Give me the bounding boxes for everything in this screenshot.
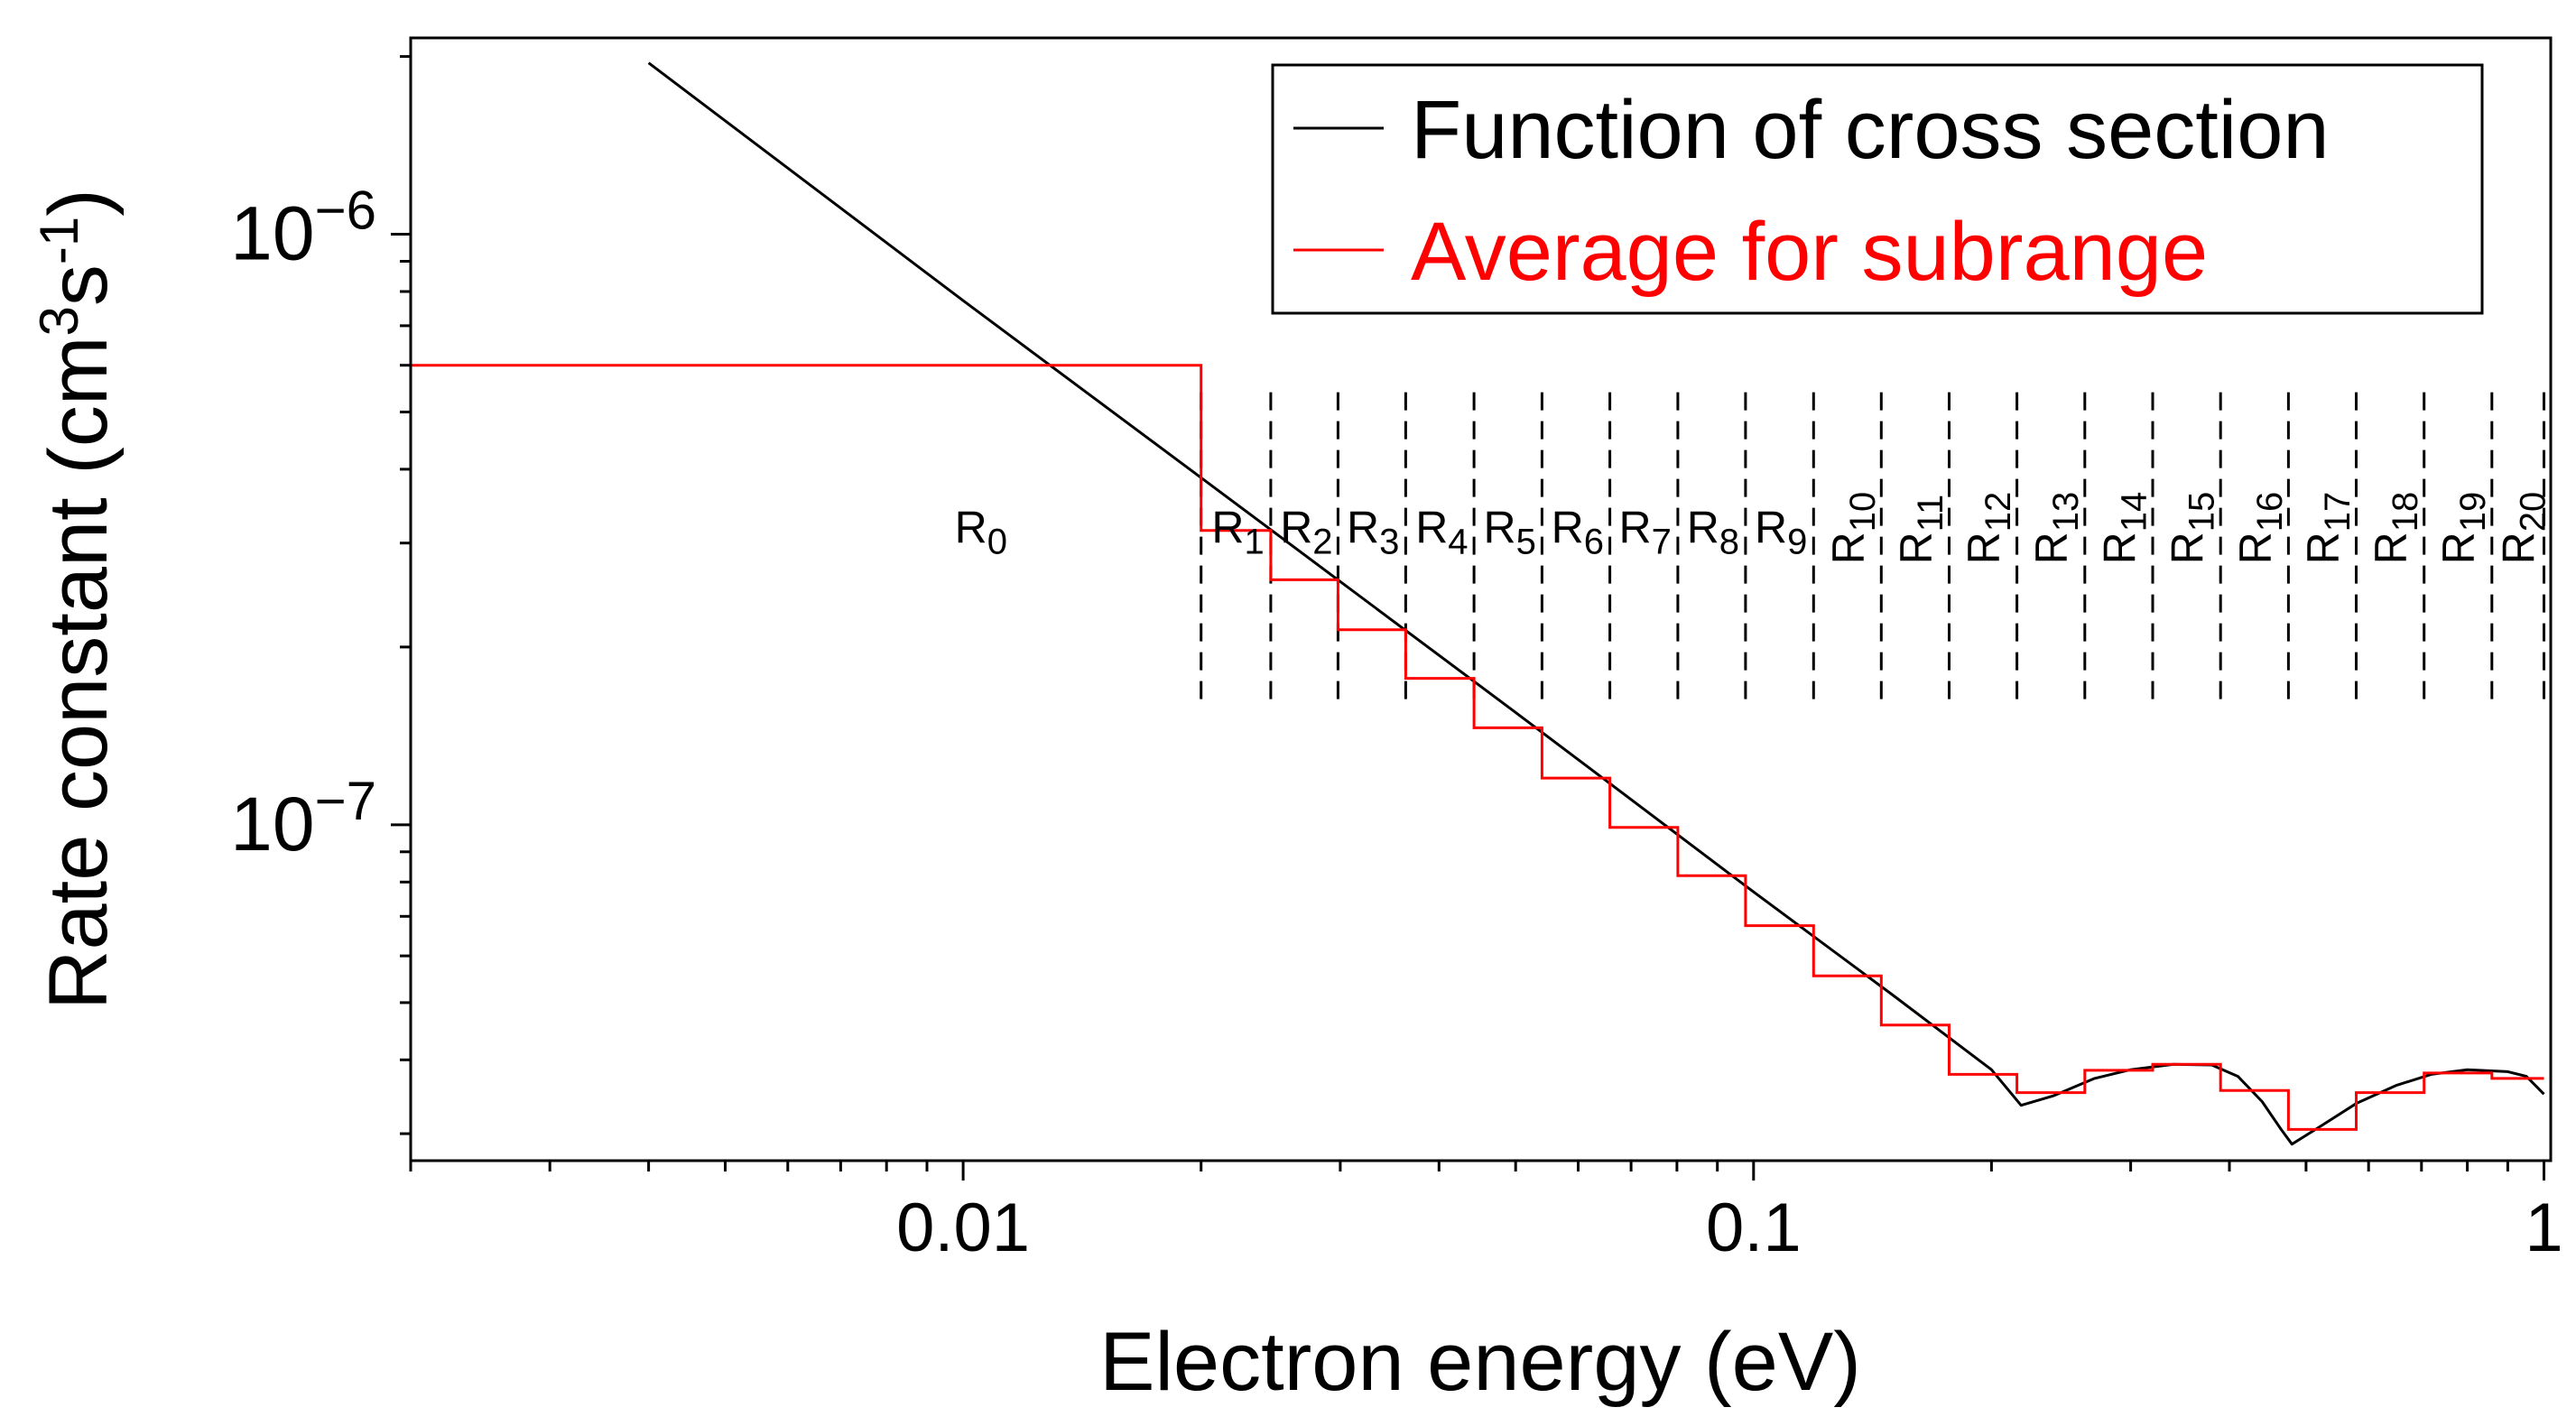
- region-label-base: R: [2366, 532, 2416, 564]
- region-label: R3: [1347, 502, 1399, 561]
- x-tick-label: 0.1: [1706, 1190, 1802, 1266]
- region-label-sub: 18: [2386, 492, 2425, 532]
- region-label-base: R: [1484, 502, 1516, 552]
- series-line-average: [411, 364, 2544, 1131]
- region-label: R5: [1484, 502, 1536, 561]
- region-label-sub: 15: [2182, 492, 2222, 532]
- region-label-sub: 12: [1978, 492, 2018, 532]
- region-label-base: R: [1823, 532, 1874, 564]
- region-label: R9: [1755, 502, 1807, 561]
- region-label-base: R: [1211, 502, 1244, 552]
- y-tick-label: 10−7: [230, 771, 376, 866]
- region-label-sub: 20: [2514, 492, 2553, 532]
- y-tick-label-base: 10: [230, 782, 314, 866]
- legend: Function of cross section Average for su…: [1271, 63, 2484, 315]
- y-axis-title-sup1: 3: [29, 306, 89, 336]
- x-tick-label: 1: [2525, 1190, 2562, 1266]
- region-label-base: R: [2094, 532, 2145, 564]
- region-label: R4: [1415, 502, 1468, 561]
- region-label: R1: [1211, 502, 1264, 561]
- region-label-sub: 11: [1911, 495, 1951, 532]
- region-label-sub: 3: [1379, 522, 1399, 561]
- region-label-sub: 2: [1312, 522, 1332, 561]
- region-label-base: R: [1687, 502, 1719, 552]
- y-axis-title-suffix: ): [32, 189, 125, 217]
- y-axis-title-sup2: -1: [29, 217, 89, 264]
- region-label: R11: [1891, 495, 1951, 565]
- region-label-sub: 8: [1719, 522, 1739, 561]
- region-label: R6: [1552, 502, 1604, 561]
- region-label-sub: 4: [1448, 522, 1468, 561]
- plot-layer: R0 R1 R2 R3 R4 R5 R6 R7 R8 R9 R10R11R12R13R14R15R1…: [411, 61, 2553, 1146]
- y-tick-label-base: 10: [230, 191, 314, 276]
- region-label: R0: [955, 502, 1007, 561]
- region-label-sub: 10: [1843, 492, 1883, 532]
- region-label: R10: [1823, 492, 1883, 565]
- region-label-sub: 9: [1787, 522, 1807, 561]
- region-label-base: R: [1280, 502, 1312, 552]
- region-label-sub: 0: [987, 522, 1007, 561]
- region-label: R17: [2298, 492, 2358, 565]
- region-label: R15: [2163, 492, 2222, 565]
- region-label-sub: 14: [2114, 492, 2154, 532]
- x-axis-title: Electron energy (eV): [1099, 1316, 1861, 1408]
- legend-box: [1271, 63, 2484, 315]
- region-label-base: R: [955, 502, 987, 552]
- y-tick-label-exp: −7: [315, 771, 376, 831]
- region-label-sub: 1: [1245, 522, 1265, 561]
- region-label-base: R: [2163, 532, 2213, 564]
- region-label-sub: 13: [2046, 492, 2086, 532]
- region-label-sub: 6: [1584, 522, 1604, 561]
- region-label-base: R: [1891, 532, 1941, 564]
- region-label-base: R: [2494, 532, 2544, 564]
- axes-layer: 0.01 0.1 110−610−7: [230, 55, 2563, 1266]
- region-label-sub: 5: [1516, 522, 1536, 561]
- region-label-base: R: [2026, 532, 2077, 564]
- region-label-base: R: [2230, 532, 2281, 564]
- region-label-base: R: [2298, 532, 2349, 564]
- region-label: R7: [1619, 502, 1672, 561]
- region-label: R8: [1687, 502, 1739, 561]
- x-tick-label: 0.01: [896, 1190, 1030, 1266]
- region-label: R19: [2433, 492, 2493, 565]
- region-label-base: R: [1347, 502, 1379, 552]
- region-label: R18: [2366, 492, 2425, 565]
- region-label-sub: 7: [1652, 522, 1672, 561]
- region-label-sub: 19: [2453, 492, 2493, 532]
- legend-label-function: Function of cross section: [1411, 84, 2330, 176]
- y-tick-label: 10−6: [230, 181, 376, 276]
- region-label: R16: [2230, 492, 2290, 565]
- y-tick-label-exp: −6: [315, 181, 376, 241]
- plot-frame: [409, 36, 2553, 1162]
- region-label-sub: 17: [2318, 492, 2358, 532]
- region-label-base: R: [1959, 532, 2009, 564]
- y-axis-title-prefix: Rate constant (cm: [32, 336, 125, 1010]
- legend-label-average: Average for subrange: [1411, 206, 2208, 298]
- region-label: R20: [2494, 492, 2553, 565]
- region-label: R14: [2094, 492, 2154, 565]
- y-axis-title-mid: s: [32, 264, 125, 306]
- region-label-base: R: [1415, 502, 1448, 552]
- region-label-sub: 16: [2250, 492, 2290, 532]
- region-label-base: R: [1552, 502, 1584, 552]
- region-label-base: R: [1619, 502, 1652, 552]
- y-axis-title: Rate constant (cm3s-1): [29, 189, 125, 1010]
- region-label: R12: [1959, 492, 2018, 565]
- region-label: R13: [2026, 492, 2086, 565]
- region-label-base: R: [2433, 532, 2484, 564]
- region-label: R2: [1280, 502, 1332, 561]
- region-label-base: R: [1755, 502, 1787, 552]
